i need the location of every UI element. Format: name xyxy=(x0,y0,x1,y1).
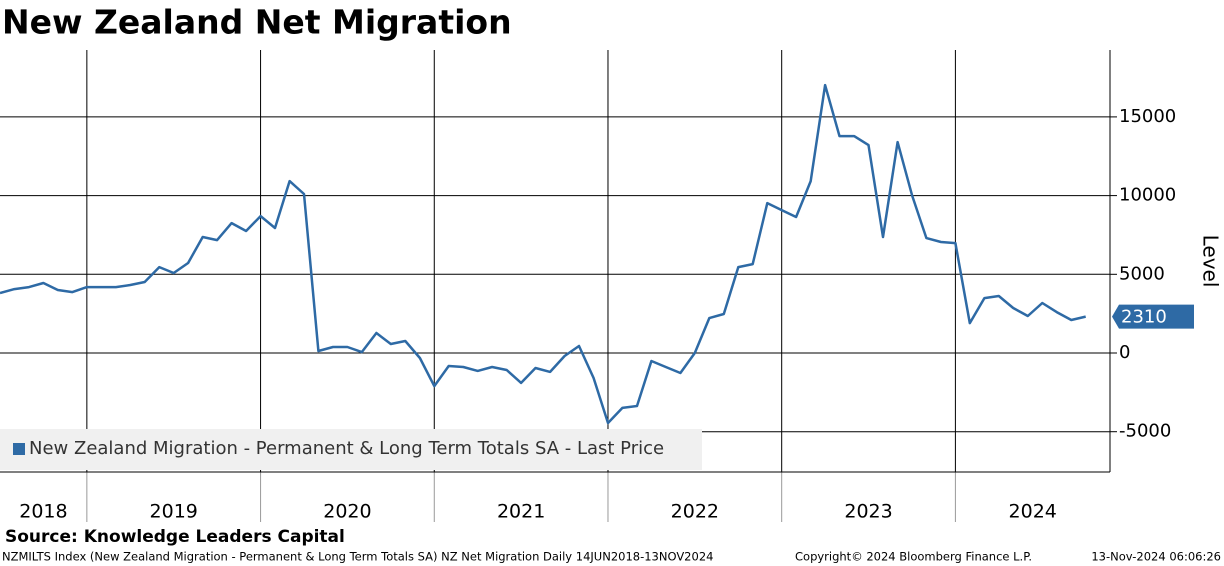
last-value-label: 2310 xyxy=(1121,307,1167,328)
chart-title: New Zealand Net Migration xyxy=(2,3,512,42)
y-tick-label: 15000 xyxy=(1119,106,1176,127)
series-line xyxy=(0,83,1086,425)
source: Source: Knowledge Leaders Capital xyxy=(5,527,345,547)
footer-date: 13-Nov-2024 06:06:26 xyxy=(1091,550,1221,564)
footer-copyright: Copyright© 2024 Bloomberg Finance L.P. xyxy=(795,550,1032,564)
x-band-label: 2022 xyxy=(671,501,719,523)
y-axis-label: Level xyxy=(1199,235,1223,288)
last-value-box xyxy=(1112,304,1194,329)
legend-label: New Zealand Migration - Permanent & Long… xyxy=(29,438,664,459)
x-band-label: 2020 xyxy=(323,501,371,523)
y-tick-label: 5000 xyxy=(1119,263,1165,284)
x-band-label: 2018 xyxy=(19,501,67,523)
x-band-label: 2024 xyxy=(1009,501,1057,523)
x-band-label: 2019 xyxy=(150,501,198,523)
y-tick-label: 0 xyxy=(1119,342,1130,363)
legend-swatch xyxy=(13,443,25,455)
x-band-label: 2021 xyxy=(497,501,545,523)
footer-info: NZMILTS Index (New Zealand Migration - P… xyxy=(2,550,713,564)
last-value-tag: 2310 xyxy=(1112,304,1194,329)
y-tick-label: -5000 xyxy=(1119,421,1171,442)
y-tick-label: 10000 xyxy=(1119,185,1176,206)
x-band-label: 2023 xyxy=(844,501,892,523)
legend-background xyxy=(0,429,702,470)
